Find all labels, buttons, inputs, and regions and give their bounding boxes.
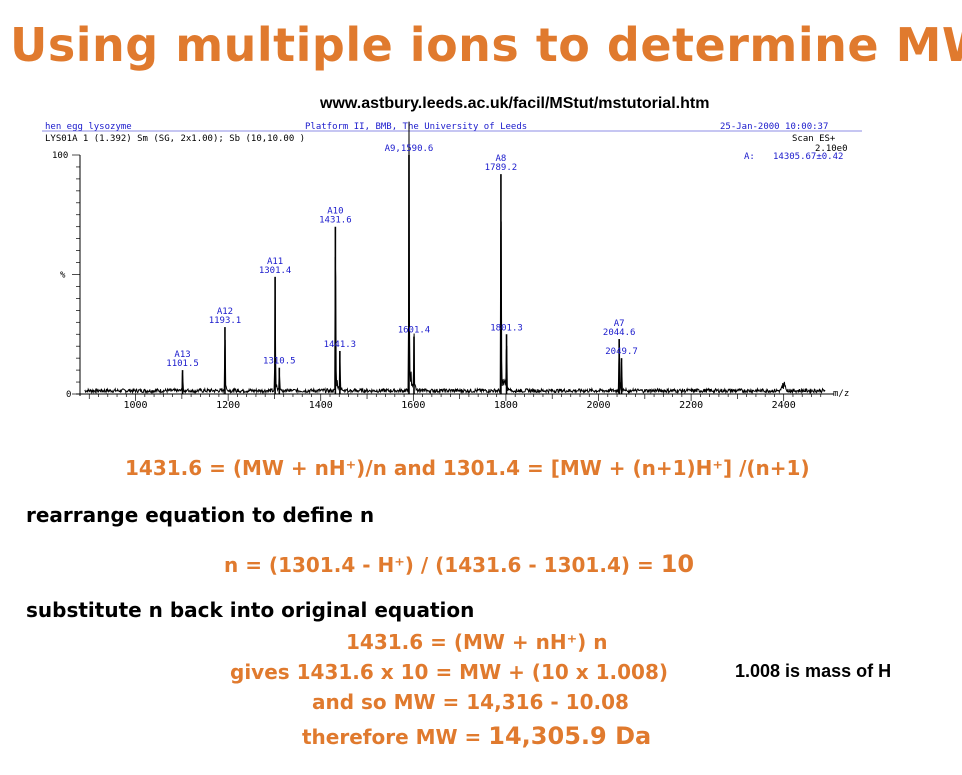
x-tick-label: 1800 [494,400,518,411]
equation-line-2-result: 10 [660,550,695,578]
header-intensity: 2.10e0 [815,144,848,154]
peak-label: A13 1101.5 [166,350,199,369]
header-sample: hen egg lysozyme [45,122,132,132]
equation-line-1: 1431.6 = (MW + nH⁺)/n and 1301.4 = [MW +… [125,456,810,480]
x-axis-label: m/z [833,389,849,399]
x-tick-label: 1200 [216,400,240,411]
peak-label-line: 1801.3 [490,323,523,333]
peak-label: A7 2044.6 [603,319,636,338]
header-lab: Platform II, BMB, The University of Leed… [305,122,527,132]
equation-line-4: gives 1431.6 x 10 = MW + (10 x 1.008) [230,660,669,684]
x-tick-label: 2200 [679,400,703,411]
peak-label: 1441.3 [324,340,357,350]
x-tick-label: 1600 [401,400,425,411]
x-tick-label: 2400 [772,400,796,411]
slide-title: Using multiple ions to determine MW [10,18,962,72]
source-url: www.astbury.leeds.ac.uk/facil/MStut/mstu… [320,95,710,112]
peak-label: 1801.3 [490,323,523,333]
peak-label: 1601.4 [398,326,431,336]
y-tick-label: 0 [66,390,71,400]
peak-label-line: 1310.5 [263,357,296,367]
peak-label-line: 2049.7 [605,347,638,357]
peak-label: 2049.7 [605,347,638,357]
peak-label-line: 1101.5 [166,359,199,369]
peak-label-line: 1301.4 [259,266,292,276]
header-scan: Scan ES+ [792,134,836,144]
peak-label-line: 1193.1 [209,316,242,326]
peak-label: A10 1431.6 [319,207,352,226]
peak-label-line: 1441.3 [324,340,357,350]
equation-line-6-result: 14,305.9 Da [488,722,652,750]
peak-label: A8 1789.2 [485,154,518,173]
y-tick-label: % [60,271,66,281]
peak-label: A9,1590.6 [385,144,434,154]
chart-axes: 0% 100 1000 1200 1400 1600 1800 2000 2200 2400 m/z [52,151,849,411]
spectrum-trace [84,121,826,395]
peak-label-line: 1601.4 [398,326,431,336]
header-file: LYS01A 1 (1.392) Sm (SG, 2x1.00); Sb (10… [45,134,305,144]
peak-label-line: 2044.6 [603,328,636,338]
peak-label: 1310.5 [263,357,296,367]
equation-line-6-text: therefore MW = [302,725,489,749]
spectrum-line [84,121,826,395]
header-date: 25-Jan-2000 10:00:37 [720,122,828,132]
peak-labels: A13 1101.5 A12 1193.1 A11 1301.4 1310.5 A10 1431… [166,144,637,369]
x-tick-label: 1000 [124,400,148,411]
mass-of-h-note: 1.008 is mass of H [735,661,892,681]
equation-line-6: therefore MW = 14,305.9 Da [302,722,651,750]
peak-label-line: 1789.2 [485,163,518,173]
equation-line-2: n = (1301.4 - H⁺) / (1431.6 - 1301.4) = … [224,550,694,578]
x-tick-label: 2000 [586,400,610,411]
mass-spectrum-chart: hen egg lysozyme Platform II, BMB, The U… [42,121,862,411]
peak-label-line: 1431.6 [319,216,352,226]
header-mass-value: 14305.67±0.42 [773,152,843,162]
peak-label-line: A13 [174,350,190,360]
peak-label-line: A11 [267,257,283,267]
peak-label-line: A12 [217,307,233,317]
peak-label-line: A10 [327,207,343,217]
heading-rearrange: rearrange equation to define n [26,503,375,527]
equation-line-5: and so MW = 14,316 - 10.08 [312,690,629,714]
heading-substitute: substitute n back into original equation [26,598,475,622]
equation-line-3: 1431.6 = (MW + nH⁺) n [346,630,608,654]
peak-label-line: A8 [496,154,507,164]
header-mass-label: A: [744,152,755,162]
peak-label: A11 1301.4 [259,257,292,276]
peak-label-line: A7 [614,319,625,329]
peak-label: A12 1193.1 [209,307,242,326]
y-tick-label: 100 [52,151,68,161]
x-tick-label: 1400 [309,400,333,411]
equation-line-2-text: n = (1301.4 - H⁺) / (1431.6 - 1301.4) = [224,553,661,577]
peak-label-line: A9,1590.6 [385,144,434,154]
